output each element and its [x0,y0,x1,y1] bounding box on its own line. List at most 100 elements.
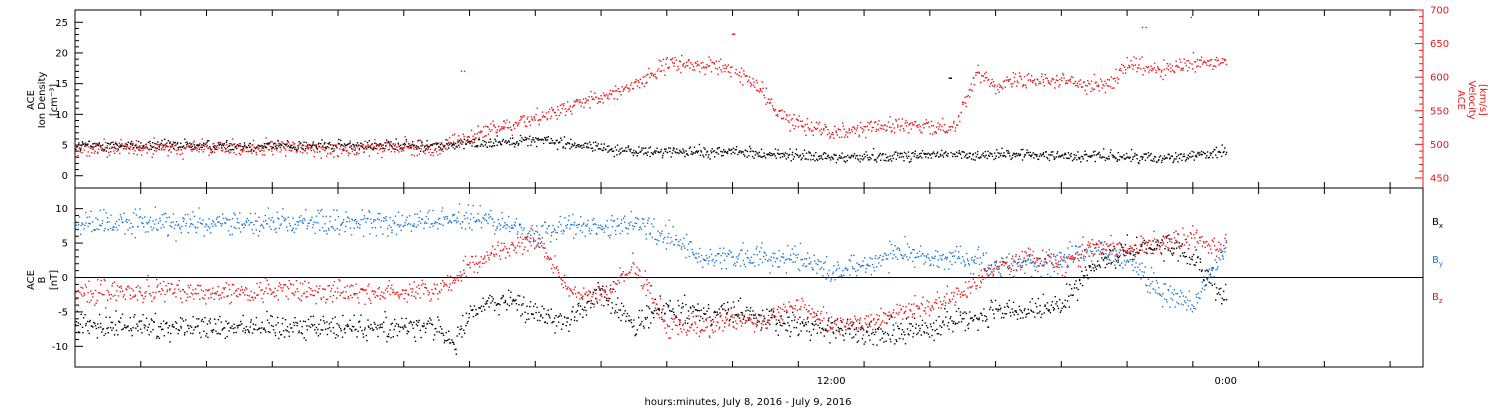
data-point [660,311,663,314]
data-point [425,144,427,147]
data-point [894,151,896,153]
data-point [127,141,129,143]
data-point [879,152,881,155]
data-point [88,216,91,218]
data-point [760,156,762,158]
data-point [118,142,120,144]
data-point [431,152,433,154]
data-point [142,149,144,151]
data-point [919,129,921,131]
data-point [578,143,580,146]
data-point [904,334,906,336]
data-point [113,147,116,149]
data-point [914,327,917,329]
data-point [748,317,751,319]
data-point [754,154,757,156]
data-point [1086,274,1088,276]
data-point [787,120,789,122]
data-point [749,145,751,148]
data-point [1056,152,1058,155]
data-point [654,152,657,154]
data-point [1117,257,1119,259]
data-point [241,323,243,325]
data-point [1048,82,1051,85]
data-point [579,313,581,315]
data-point [641,83,644,85]
data-point [212,329,215,331]
data-point [232,138,234,140]
data-point [456,221,458,224]
data-point [282,317,284,319]
data-point [361,329,363,332]
data-point [494,233,496,235]
data-point [519,134,522,137]
data-point [895,120,897,122]
data-point [146,152,148,154]
data-point [1125,252,1127,254]
data-point [722,154,724,157]
data-point [826,133,829,136]
data-point [801,126,804,128]
data-point [505,223,508,226]
data-point [533,232,535,235]
data-point [387,235,389,237]
data-point [86,320,89,323]
data-point [531,224,533,227]
data-point [1157,239,1159,242]
data-point [160,227,162,229]
data-point [113,334,116,336]
data-point [198,144,201,146]
data-point [522,139,524,141]
data-point [556,106,559,108]
data-point [864,156,866,158]
data-point [490,146,493,148]
data-point [277,217,279,219]
data-point [167,327,169,329]
data-point [1078,279,1081,282]
data-point [457,139,459,141]
data-point [1096,265,1098,267]
data-point [233,212,235,214]
data-point [982,75,984,77]
data-point [466,139,469,141]
data-point [695,315,697,317]
data-point [770,152,772,155]
data-point [111,321,114,324]
data-point [1042,152,1045,154]
data-point [213,142,215,145]
data-point [347,154,350,157]
data-point [215,330,217,332]
data-point [918,156,920,158]
data-point [1111,154,1113,156]
data-point [1023,84,1025,86]
data-point [782,117,785,119]
data-point [188,225,191,228]
data-point [437,154,439,156]
data-point [750,314,753,316]
data-point [265,220,267,222]
data-point [380,145,383,147]
data-point [1054,81,1056,84]
data-point [482,216,484,219]
data-point [560,139,563,141]
data-point [274,145,277,147]
data-point [364,140,366,143]
data-point [166,217,168,219]
data-point [462,221,464,223]
data-point [1128,64,1130,67]
data-point [423,325,425,327]
data-point [585,142,587,145]
data-point [1025,87,1028,89]
data-point [350,145,352,147]
data-point [210,152,213,154]
data-point [153,149,156,152]
data-point [855,327,858,329]
data-point [888,318,891,320]
data-point [726,312,728,314]
data-point [1101,87,1103,89]
data-point [356,142,359,144]
data-point [681,307,683,309]
data-point [1024,154,1027,156]
data-point [529,135,531,137]
data-point [1225,153,1227,156]
